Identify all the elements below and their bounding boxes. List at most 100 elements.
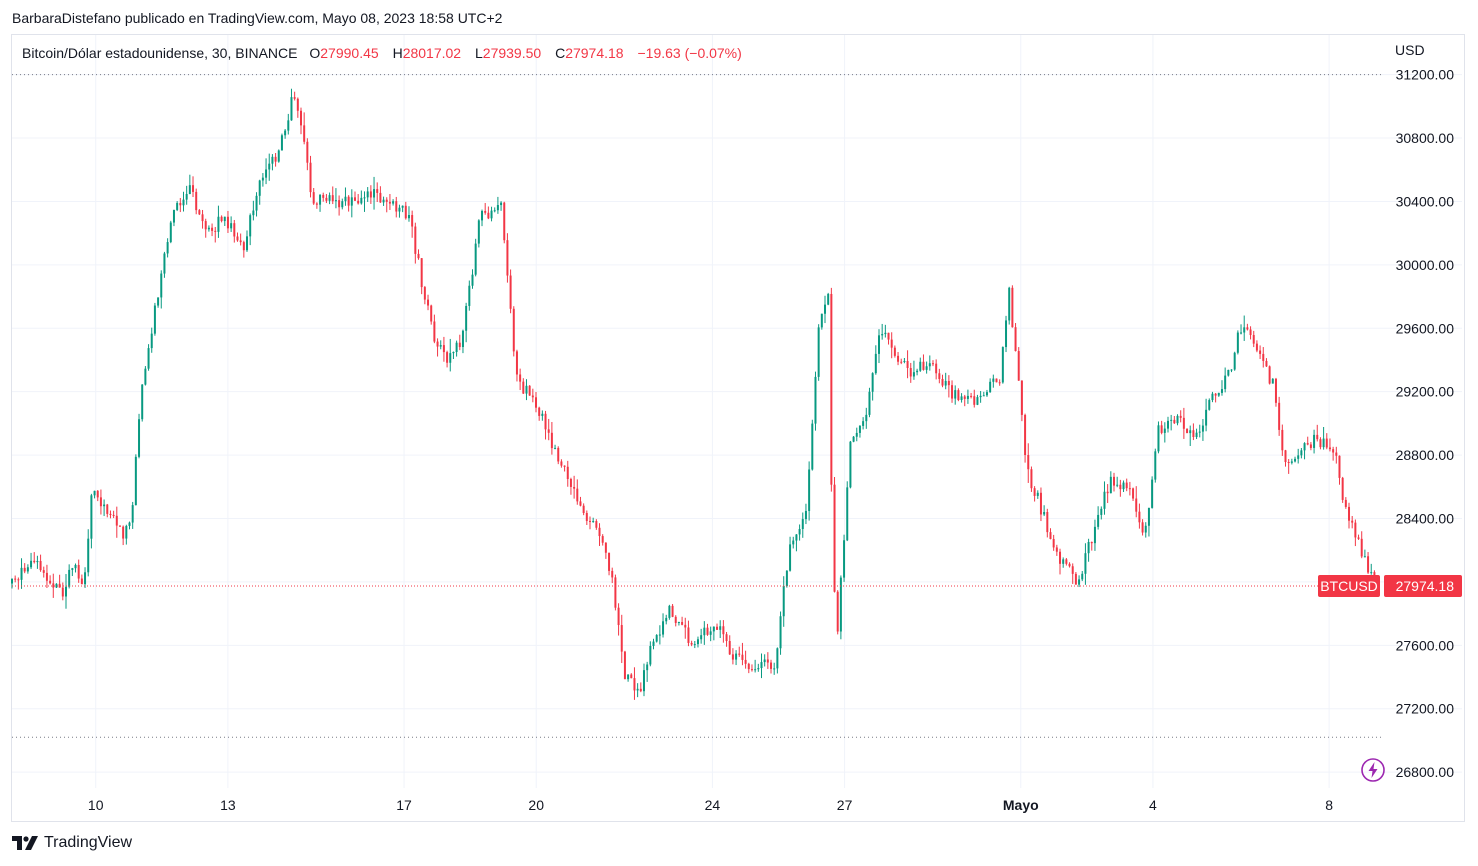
candle-body [277,150,280,162]
candle-body [392,201,395,204]
candle-body [925,366,928,370]
candle-body [636,688,639,691]
candle-body [49,580,52,584]
tradingview-brand: TradingView [44,834,133,851]
candle-body [1144,525,1147,533]
candle-body [528,385,531,396]
candle-body [334,200,337,202]
candle-body [236,236,239,241]
candle-body [687,627,690,643]
candle-body [1208,400,1211,410]
candle-body [39,560,42,571]
currency-label[interactable]: USD [1395,42,1425,58]
candle-body [423,287,426,300]
candle-body [176,202,179,210]
candle-body [982,395,985,397]
candle-body [1332,449,1335,453]
candle-body [1074,573,1077,585]
candle-body [436,341,439,347]
candle-body [1262,353,1265,361]
candle-body [1303,443,1306,451]
candle-body [538,407,541,416]
candle-body [976,397,979,405]
candle-body [1166,420,1169,429]
candle-body [684,624,687,628]
candle-body [204,221,207,230]
candle-body [852,436,855,442]
candle-body [973,396,976,405]
time-tick-label: 20 [528,797,544,813]
candle-body [1230,369,1233,371]
lightning-icon[interactable] [1360,757,1386,783]
candle-body [1265,360,1268,367]
candle-body [315,203,318,205]
candle-body [1011,287,1014,328]
candle-body [1259,350,1262,354]
candle-body [484,210,487,213]
candle-body [579,501,582,506]
candle-body [989,381,992,393]
candle-body [881,334,884,336]
candle-body [858,425,861,433]
candle-body [271,156,274,164]
candle-body [855,432,858,437]
candle-body [1348,506,1351,521]
candle-body [776,648,779,669]
candle-body [906,360,909,368]
symbol-badge-label: BTCUSD [1320,578,1378,594]
candle-body [1224,375,1227,390]
candle-body [1109,476,1112,494]
candle-body [474,243,477,275]
candle-body [1113,476,1116,486]
candle-body [1138,511,1141,523]
candle-body [985,392,988,396]
candle-body [1125,482,1128,489]
candle-body [585,512,588,521]
candle-body [693,644,696,646]
candle-body [287,120,290,131]
candle-body [103,504,106,507]
candle-body [411,215,414,227]
candle-body [995,378,998,383]
candle-body [42,570,45,573]
candle-body [306,141,309,163]
candle-body [433,321,436,342]
candle-body [928,363,931,367]
candle-body [290,97,293,121]
candle-body [1151,479,1154,508]
candle-body [830,293,833,485]
candle-body [153,305,156,334]
candle-body [582,505,585,513]
candle-body [662,621,665,635]
candle-body [833,484,836,592]
candle-body [576,488,579,502]
candle-body [770,662,773,669]
candle-body [1198,431,1201,433]
candle-body [541,413,544,416]
tradingview-logo[interactable]: TradingView [12,834,132,852]
candle-body [249,215,252,237]
candle-body [1014,327,1017,352]
candle-body [1186,428,1189,434]
candle-body [1192,430,1195,438]
candle-body [735,653,738,660]
candle-body [839,577,842,632]
candle-body [331,195,334,202]
candle-body [719,626,722,630]
candle-body [1249,329,1252,336]
candle-body [1176,415,1179,424]
candle-body [604,542,607,553]
candle-body [1363,556,1366,558]
candle-body [500,202,503,206]
candle-body [642,670,645,692]
candle-body [951,385,954,399]
candle-body [897,355,900,362]
candle-body [1173,419,1176,424]
candle-body [957,390,960,400]
candle-body [401,205,404,208]
candle-body [916,370,919,373]
candle-body [268,163,271,170]
candle-body [827,293,830,305]
candle-body [1233,352,1236,370]
